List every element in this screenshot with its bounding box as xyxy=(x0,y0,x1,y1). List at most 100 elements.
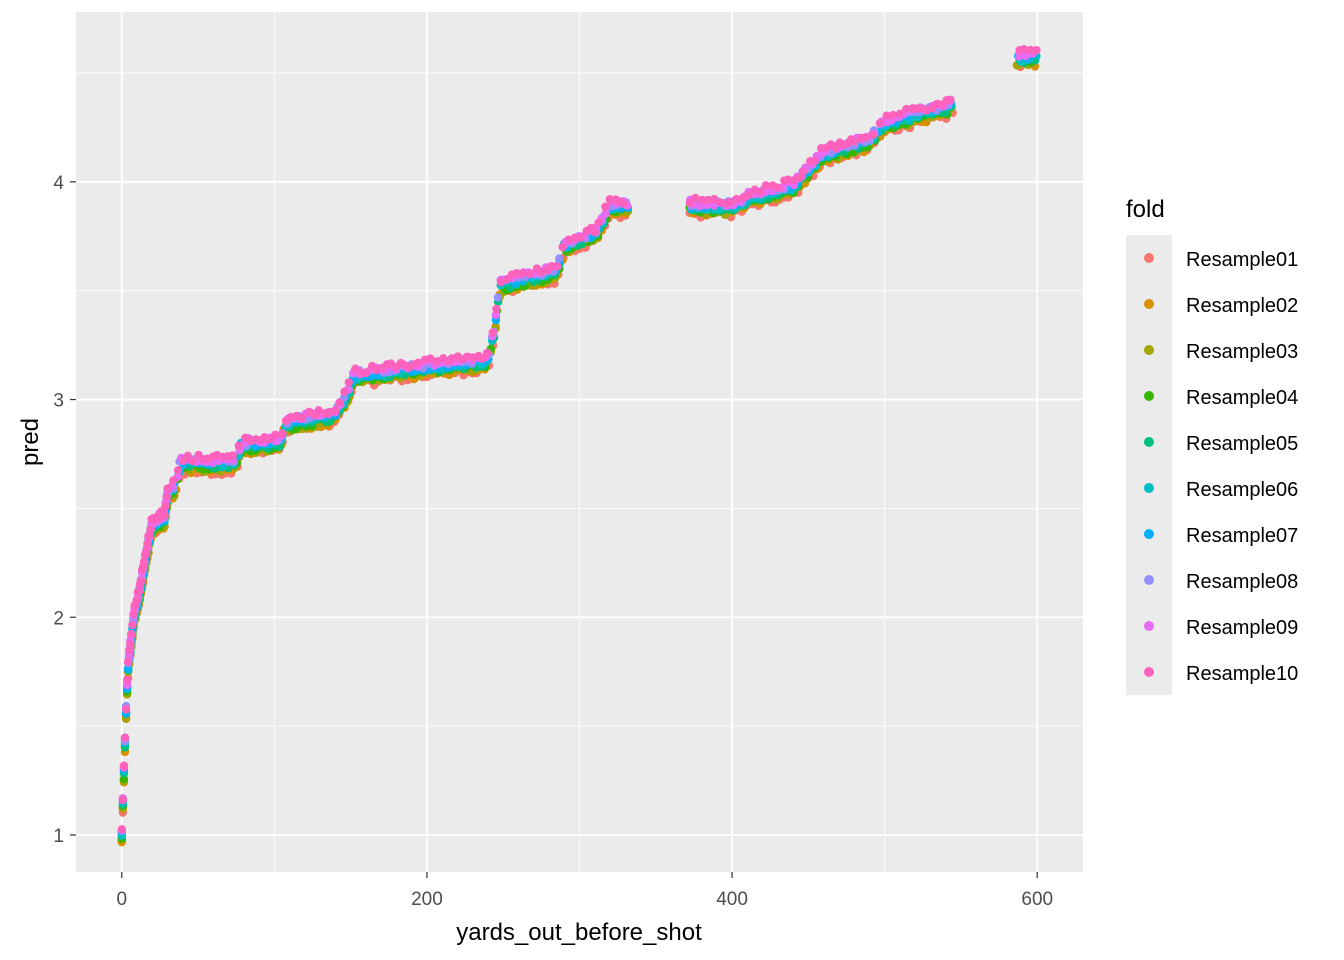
data-point xyxy=(558,242,567,252)
data-point xyxy=(119,761,129,770)
legend-label: Resample04 xyxy=(1186,387,1298,409)
data-point xyxy=(330,406,340,415)
x-axis-title: yards_out_before_shot xyxy=(456,919,702,946)
data-point xyxy=(462,352,471,362)
data-point xyxy=(143,539,152,548)
data-point xyxy=(774,183,783,193)
major-gridlines xyxy=(76,12,1083,872)
data-point xyxy=(134,587,144,597)
x-tick-label: 0 xyxy=(116,889,127,910)
data-point xyxy=(703,195,713,205)
data-point xyxy=(1032,45,1041,55)
data-point xyxy=(744,190,753,200)
legend-key-background xyxy=(1126,235,1172,695)
legend-key-Resample01 xyxy=(1144,253,1154,263)
data-point xyxy=(278,429,287,438)
data-point xyxy=(1014,52,1024,61)
legend-label: Resample10 xyxy=(1186,663,1298,685)
legend-key-Resample02 xyxy=(1144,299,1154,309)
data-point xyxy=(162,492,171,502)
y-axis-ticks: 1 2 3 4 xyxy=(53,173,76,847)
x-axis-ticks: 0 200 400 600 xyxy=(116,872,1053,910)
data-point xyxy=(432,357,441,366)
data-point xyxy=(413,358,423,367)
legend-label: Resample09 xyxy=(1186,617,1298,639)
legend-label: Resample06 xyxy=(1186,479,1298,501)
data-point xyxy=(861,133,870,142)
data-point xyxy=(188,456,197,466)
data-point xyxy=(547,261,556,271)
data-point xyxy=(1026,45,1035,55)
data-point xyxy=(140,557,149,566)
series-Resample10 xyxy=(117,45,1041,834)
data-point xyxy=(601,202,610,211)
data-point xyxy=(594,218,603,227)
x-tick-label: 600 xyxy=(1021,889,1053,910)
data-point xyxy=(553,262,562,271)
data-point xyxy=(129,609,138,618)
data-point xyxy=(120,733,130,742)
data-point xyxy=(761,181,771,190)
data-point xyxy=(875,118,885,128)
legend-label: Resample01 xyxy=(1186,249,1298,271)
legend-label: Resample07 xyxy=(1186,525,1298,547)
data-point xyxy=(163,484,172,493)
y-tick-label: 2 xyxy=(53,608,64,629)
data-point xyxy=(136,577,146,586)
data-point xyxy=(128,620,137,630)
data-point xyxy=(1021,51,1030,61)
data-point xyxy=(118,795,128,805)
legend: Resample01 Resample02 Resample03 Resample04… xyxy=(1144,249,1298,685)
y-tick-label: 4 xyxy=(53,173,64,194)
data-point xyxy=(234,441,243,450)
data-point xyxy=(372,365,381,375)
data-point xyxy=(297,413,307,423)
data-point xyxy=(160,510,169,519)
data-point xyxy=(512,269,522,278)
data-point xyxy=(132,596,141,605)
legend-label: Resample03 xyxy=(1186,341,1298,363)
x-tick-label: 200 xyxy=(411,889,443,910)
data-point xyxy=(798,167,808,176)
data-point xyxy=(868,130,878,139)
legend-key-Resample07 xyxy=(1144,529,1154,539)
data-point xyxy=(491,310,501,320)
legend-key-Resample08 xyxy=(1144,575,1154,585)
data-point xyxy=(709,194,719,204)
data-point xyxy=(335,398,344,407)
data-point xyxy=(228,451,237,460)
data-point xyxy=(351,364,360,373)
legend-key-Resample06 xyxy=(1144,483,1154,493)
y-tick-label: 3 xyxy=(53,391,64,412)
legend-label: Resample08 xyxy=(1186,571,1298,593)
data-point xyxy=(271,430,280,440)
data-point xyxy=(264,434,274,444)
data-point xyxy=(272,436,281,446)
data-point xyxy=(122,676,132,685)
data-point xyxy=(126,640,135,649)
data-point xyxy=(340,387,349,396)
legend-title: fold xyxy=(1126,196,1165,223)
data-point xyxy=(882,111,891,120)
data-point xyxy=(525,269,535,279)
data-point xyxy=(493,293,503,302)
data-point xyxy=(488,328,497,337)
data-point xyxy=(496,277,506,287)
legend-key-Resample10 xyxy=(1144,667,1154,677)
y-axis-title: pred xyxy=(17,418,44,466)
data-point xyxy=(590,227,600,237)
data-point xyxy=(119,774,129,784)
data-points xyxy=(117,45,1041,847)
data-point xyxy=(362,368,371,377)
data-point xyxy=(344,378,353,387)
data-point xyxy=(756,187,765,197)
data-point xyxy=(117,825,126,834)
legend-key-Resample09 xyxy=(1144,621,1154,631)
data-point xyxy=(946,95,955,105)
data-point xyxy=(732,194,741,204)
minor-gridlines xyxy=(76,12,1083,872)
data-point xyxy=(710,201,719,210)
data-point xyxy=(726,198,735,207)
data-point xyxy=(794,173,804,183)
